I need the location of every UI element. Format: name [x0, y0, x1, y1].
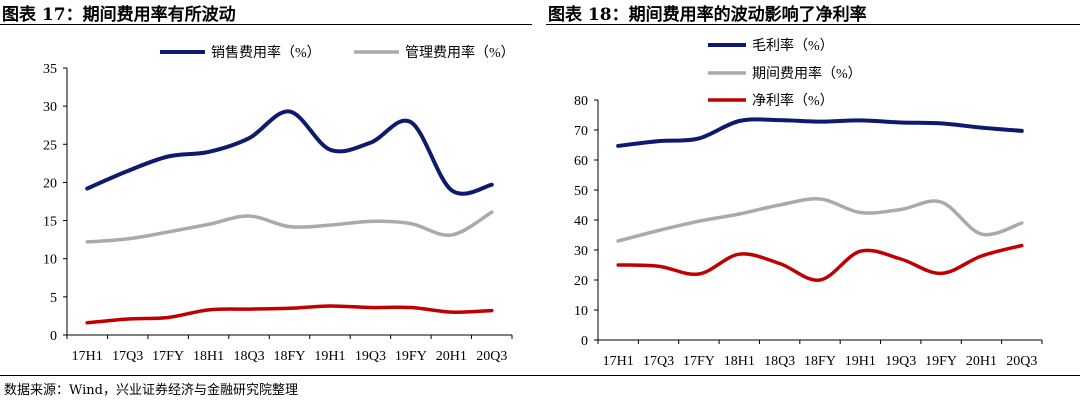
y-tick-label: 30: [43, 100, 57, 115]
y-tick-label: 35: [43, 62, 57, 77]
y-tick-label: 10: [43, 253, 57, 268]
y-tick-label: 60: [574, 154, 588, 169]
series-line-1: [616, 197, 1024, 243]
y-tick-label: 0: [50, 329, 57, 344]
x-tick-label: 18FY: [274, 349, 306, 364]
y-tick-label: 20: [43, 176, 57, 191]
series-line-1: [85, 210, 494, 244]
x-tick-label: 17FY: [152, 349, 184, 364]
y-tick-label: 10: [574, 304, 588, 319]
x-tick-label: 18Q3: [764, 354, 795, 369]
x-tick-label: 18H1: [724, 354, 755, 369]
x-tick-label: 20Q3: [476, 349, 507, 364]
y-tick-label: 5: [50, 291, 57, 306]
legend-label: 管理费用率（%）: [405, 44, 515, 61]
y-tick-label: 50: [574, 184, 588, 199]
series-line-2: [85, 304, 494, 325]
source-note: 数据来源：Wind，兴业证券经济与金融研究院整理: [4, 383, 298, 398]
y-tick-label: 80: [574, 94, 588, 109]
x-tick-label: 19FY: [925, 354, 957, 369]
title-rule-left: [0, 24, 532, 25]
y-tick-label: 30: [574, 244, 588, 259]
y-tick-label: 20: [574, 274, 588, 289]
x-tick-label: 17H1: [72, 349, 103, 364]
series-line-0: [85, 109, 494, 196]
chart-1: 0 10 20 30 40 50 60 70 80 17H1 17Q3 17FY 18H1 18Q3 18F…: [574, 37, 1043, 369]
x-tick-label: 17Q3: [643, 354, 674, 369]
title-rule-right: [546, 24, 1080, 25]
x-tick-label: 18Q3: [233, 349, 264, 364]
y-tick-label: 40: [574, 214, 588, 229]
chart-0: 0 5 10 15 20 25 30 35 17H1 17Q3 17FY 18H1 18Q3 18FY 19…: [43, 44, 515, 364]
x-tick-label: 20Q3: [1006, 354, 1037, 369]
y-tick-label: 70: [574, 124, 588, 139]
chart-17-title: 图表 17：期间费用率有所波动: [2, 5, 236, 25]
x-tick-label: 19H1: [314, 349, 345, 364]
y-tick-label: 0: [581, 334, 588, 349]
x-tick-label: 19Q3: [355, 349, 386, 364]
x-tick-label: 19Q3: [885, 354, 916, 369]
series-line-0: [616, 117, 1024, 148]
x-tick-label: 20H1: [966, 354, 997, 369]
x-tick-label: 19FY: [395, 349, 427, 364]
x-tick-label: 19H1: [845, 354, 876, 369]
legend-label: 销售费用率（%）: [211, 44, 321, 61]
legend-label: 净利率（%）: [752, 92, 834, 109]
y-tick-label: 25: [43, 138, 57, 153]
y-tick-label: 15: [43, 215, 57, 230]
chart-18-title: 图表 18：期间费用率的波动影响了净利率: [548, 5, 867, 25]
x-tick-label: 18FY: [804, 354, 836, 369]
x-tick-label: 17FY: [683, 354, 715, 369]
x-tick-label: 18H1: [193, 349, 224, 364]
legend-label: 毛利率（%）: [752, 37, 834, 54]
source-rule: [0, 375, 1080, 376]
x-tick-label: 20H1: [436, 349, 467, 364]
x-tick-label: 17H1: [603, 354, 634, 369]
legend-label: 期间费用率（%）: [752, 65, 862, 82]
series-line-2: [616, 243, 1024, 282]
x-tick-label: 17Q3: [112, 349, 143, 364]
